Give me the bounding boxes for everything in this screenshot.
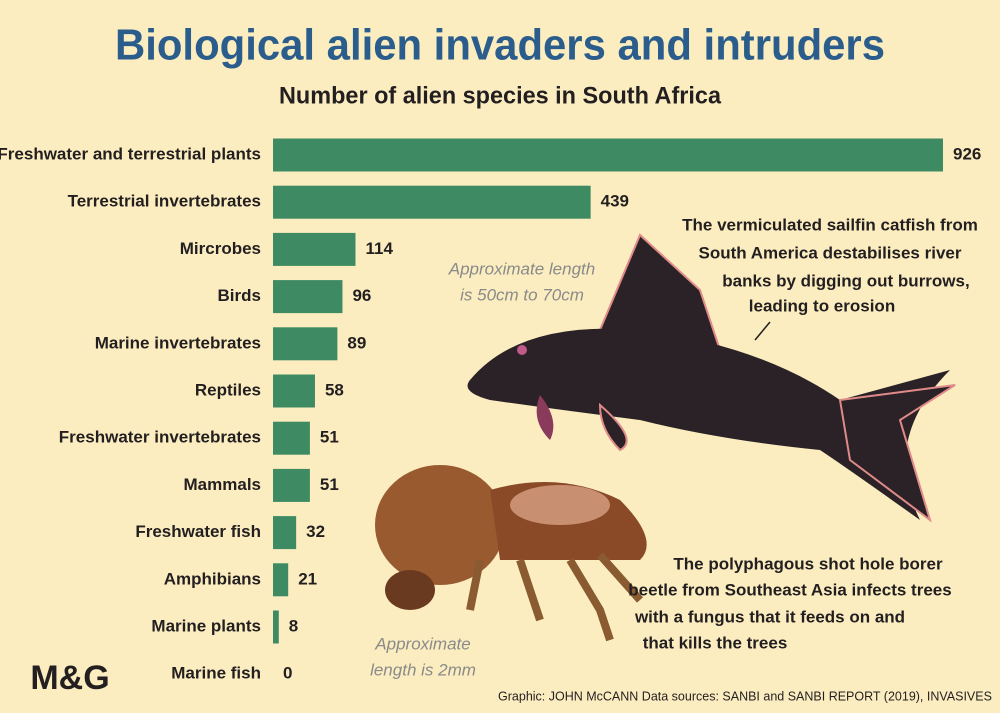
- bar: [273, 468, 310, 502]
- annotation: that kills the trees: [643, 633, 788, 652]
- bar: [273, 610, 279, 644]
- beetle-illustration: [375, 465, 647, 642]
- value-label: 89: [347, 333, 366, 352]
- category-label: Birds: [218, 286, 261, 305]
- value-label: 51: [320, 475, 339, 494]
- value-label: 32: [306, 522, 325, 541]
- bar: [273, 185, 591, 219]
- annotation: The polyphagous shot hole borer: [673, 554, 943, 573]
- value-label: 21: [298, 569, 317, 588]
- annotation: is 50cm to 70cm: [460, 285, 584, 304]
- annotation: Approximate length: [448, 259, 595, 278]
- annotation: banks by digging out burrows,: [722, 271, 969, 290]
- annotation: leading to erosion: [749, 296, 895, 315]
- category-label: Freshwater and terrestrial plants: [0, 144, 261, 163]
- bar: [273, 232, 356, 266]
- catfish-illustration: [467, 233, 956, 523]
- category-label: Marine plants: [151, 616, 261, 635]
- bar: [273, 327, 338, 361]
- value-label: 96: [352, 286, 371, 305]
- category-label: Terrestrial invertebrates: [68, 192, 261, 211]
- bar: [273, 138, 943, 172]
- value-label: 114: [365, 239, 393, 258]
- bar: [273, 280, 343, 314]
- source-note: Graphic: JOHN McCANN Data sources: SANBI…: [498, 689, 992, 703]
- value-label: 0: [283, 664, 292, 683]
- value-label: 439: [601, 192, 629, 211]
- bar: [273, 516, 297, 550]
- category-label: Marine fish: [171, 664, 261, 683]
- chart-title: Biological alien invaders and intruders: [115, 21, 885, 70]
- category-label: Mammals: [184, 475, 261, 494]
- annotation: South America destabilises river: [699, 243, 962, 262]
- bar: [273, 563, 289, 597]
- bar: [273, 421, 310, 455]
- category-label: Mircrobes: [180, 239, 261, 258]
- category-label: Marine invertebrates: [95, 333, 261, 352]
- value-label: 51: [320, 428, 339, 447]
- category-label: Freshwater fish: [135, 522, 261, 541]
- category-label: Freshwater invertebrates: [59, 428, 261, 447]
- annotation: length is 2mm: [370, 660, 476, 679]
- annotation: beetle from Southeast Asia infects trees: [628, 580, 951, 599]
- value-label: 926: [953, 144, 981, 163]
- annotation: Approximate: [374, 634, 470, 653]
- annotation: with a fungus that it feeds on and: [634, 607, 905, 626]
- category-label: Reptiles: [195, 380, 261, 399]
- annotation: The vermiculated sailfin catfish from: [682, 215, 978, 234]
- category-label: Amphibians: [164, 569, 261, 588]
- bar: [273, 374, 315, 408]
- logo: M&G: [30, 659, 109, 697]
- value-label: 58: [325, 380, 344, 399]
- value-label: 8: [289, 616, 298, 635]
- chart-subtitle: Number of alien species in South Africa: [279, 82, 722, 109]
